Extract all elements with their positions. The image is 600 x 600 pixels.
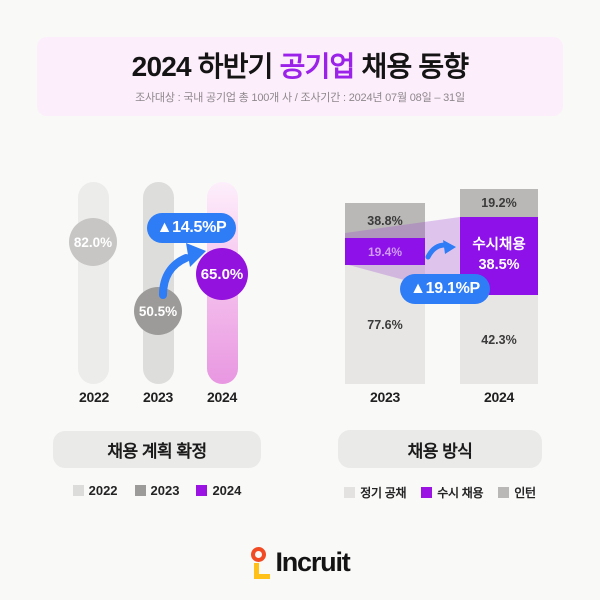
stacked-bar-2024: 19.2% 수시채용 38.5% 42.3% bbox=[460, 189, 538, 384]
susi-value-label: 38.5% bbox=[478, 257, 520, 273]
incruit-logo-icon bbox=[250, 543, 272, 583]
incruit-logo: Incruit bbox=[0, 543, 600, 583]
segment-regular-2024: 42.3% bbox=[460, 295, 538, 384]
segment-susi-2024: 수시채용 38.5% bbox=[460, 217, 538, 295]
legend-item-susi: 수시 채용 bbox=[421, 484, 484, 501]
legend-item-2023: 2023 bbox=[134, 483, 180, 498]
legend-label: 수시 채용 bbox=[437, 486, 484, 500]
increase-arrow-icon bbox=[425, 240, 456, 260]
swatch-intern-icon bbox=[498, 487, 510, 498]
segment-intern-2023: 38.8% bbox=[345, 203, 425, 238]
swatch-2023-icon bbox=[134, 485, 146, 496]
x-label-2022: 2022 bbox=[79, 389, 109, 405]
legend-label: 인턴 bbox=[514, 486, 536, 500]
survey-subtitle: 조사대상 : 국내 공기업 총 100개 사 / 조사기간 : 2024년 07… bbox=[135, 91, 465, 104]
change-badge-method: ▲19.1%P bbox=[400, 274, 490, 304]
x-label-2024: 2024 bbox=[207, 389, 237, 405]
title-highlight: 공기업 bbox=[279, 51, 356, 82]
logo-text: Incruit bbox=[275, 547, 350, 577]
x-label-2023: 2023 bbox=[143, 389, 173, 405]
legend-item-intern: 인턴 bbox=[498, 484, 536, 501]
header-banner: 2024 하반기 공기업 채용 동향 조사대상 : 국내 공기업 총 100개 … bbox=[37, 37, 563, 116]
chart-title-plan: 채용 계획 확정 bbox=[53, 431, 261, 468]
swatch-2024-icon bbox=[196, 485, 208, 496]
stacked-bar-2023: 38.8% 19.4% 77.6% bbox=[345, 203, 425, 384]
legend-method: 정기 공채 수시 채용 인턴 bbox=[328, 484, 552, 501]
x-label-right-2023: 2023 bbox=[370, 389, 400, 405]
logo-l-icon bbox=[254, 563, 271, 579]
legend-label: 2023 bbox=[150, 483, 180, 498]
swatch-susi-icon bbox=[421, 487, 433, 498]
chart-title-method: 채용 방식 bbox=[338, 430, 542, 468]
legend-item-2022: 2022 bbox=[72, 483, 118, 498]
swatch-2022-icon bbox=[72, 485, 84, 496]
value-marker-2024: 65.0% bbox=[196, 248, 248, 300]
legend-label: 2024 bbox=[212, 483, 242, 498]
value-marker-2023: 50.5% bbox=[134, 287, 182, 335]
title-prefix: 2024 하반기 bbox=[131, 51, 280, 82]
bar-2022 bbox=[78, 182, 109, 384]
segment-susi-2023: 19.4% bbox=[345, 238, 425, 265]
legend-plan: 2022 2023 2024 bbox=[53, 483, 261, 498]
x-label-right-2024: 2024 bbox=[484, 389, 514, 405]
segment-intern-2024: 19.2% bbox=[460, 189, 538, 217]
change-badge-plan: ▲14.5%P bbox=[147, 213, 236, 243]
legend-label: 정기 공채 bbox=[360, 486, 407, 500]
value-marker-2022: 82.0% bbox=[69, 218, 117, 266]
legend-item-2024: 2024 bbox=[196, 483, 241, 498]
title-suffix: 채용 동향 bbox=[354, 51, 469, 82]
logo-ring-icon bbox=[251, 547, 267, 562]
increase-arrow-icon bbox=[159, 243, 206, 299]
page-title: 2024 하반기 공기업 채용 동향 bbox=[37, 50, 563, 84]
legend-item-regular: 정기 공채 bbox=[344, 484, 407, 501]
susi-name-label: 수시채용 bbox=[472, 237, 526, 254]
legend-label: 2022 bbox=[88, 483, 118, 498]
swatch-regular-icon bbox=[344, 487, 356, 498]
